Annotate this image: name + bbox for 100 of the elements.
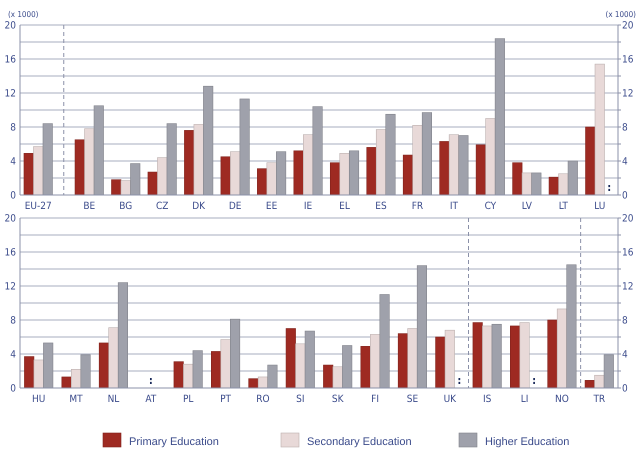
y-tick-label: 8 <box>10 316 16 326</box>
bar <box>370 334 380 388</box>
x-tick-label: CZ <box>156 201 168 212</box>
x-tick-label: RO <box>256 394 270 405</box>
y2-tick-label: 0 <box>622 384 628 394</box>
x-tick-label: SE <box>406 394 418 405</box>
bar <box>482 326 492 388</box>
x-tick-label: DE <box>228 201 242 212</box>
bar <box>71 369 82 388</box>
bar <box>267 364 278 388</box>
bar <box>439 141 450 196</box>
y2-tick-label: 4 <box>622 350 628 360</box>
bar <box>348 150 360 196</box>
x-tick-label: MT <box>69 394 84 405</box>
bar <box>558 173 568 196</box>
bar <box>422 112 432 196</box>
bar <box>472 322 483 388</box>
x-tick-label: EU-27 <box>24 201 52 212</box>
y2-tick-label: 8 <box>622 122 628 134</box>
x-tick-label: HU <box>32 394 46 405</box>
x-tick-label: TR <box>592 394 606 405</box>
y-tick-label: 0 <box>10 384 16 394</box>
bar <box>520 322 530 388</box>
x-tick-label: PT <box>220 394 232 405</box>
x-tick-label: LV <box>522 201 533 212</box>
annotation: : <box>607 181 612 194</box>
bar <box>108 327 118 388</box>
x-tick-label: LT <box>558 201 568 212</box>
bar <box>34 360 44 388</box>
bar <box>330 162 340 196</box>
bar <box>192 350 203 388</box>
y-tick-label: 4 <box>10 156 16 168</box>
legend-label: Secondary Education <box>307 436 412 448</box>
bar <box>604 354 614 388</box>
bar <box>444 330 455 388</box>
bar <box>294 150 304 196</box>
x-tick-label: EE <box>266 201 278 212</box>
bar <box>157 157 168 196</box>
bar <box>531 172 542 196</box>
bar <box>220 339 231 388</box>
bar <box>510 326 520 388</box>
y2-tick-label: 12 <box>622 282 634 292</box>
y2-tick-label: 12 <box>622 88 634 100</box>
bar <box>276 151 286 196</box>
y-tick-label: 16 <box>4 54 16 66</box>
x-tick-label: BE <box>83 201 96 212</box>
y2-tick-label: 4 <box>622 156 628 168</box>
bar <box>568 160 578 196</box>
bar <box>220 156 231 196</box>
bar <box>547 320 558 388</box>
bar <box>240 98 250 196</box>
legend-label: Primary Education <box>129 436 219 448</box>
y-tick-label: 12 <box>4 88 16 100</box>
bar <box>74 139 85 196</box>
y-tick-label: 4 <box>10 350 16 360</box>
x-tick-label: FI <box>371 394 379 405</box>
bar <box>448 134 459 196</box>
bar <box>585 126 596 196</box>
bar <box>556 308 567 388</box>
bar <box>230 151 240 196</box>
bar <box>148 172 158 196</box>
bar <box>342 345 352 388</box>
bar <box>339 153 350 196</box>
x-tick-label: PL <box>182 394 194 405</box>
bar <box>512 162 522 196</box>
y2-tick-label: 20 <box>622 20 634 32</box>
bar <box>492 324 502 388</box>
bar <box>376 129 386 196</box>
legend-label: Higher Education <box>485 436 570 448</box>
y-tick-label: 16 <box>4 248 16 258</box>
bar <box>566 264 576 388</box>
y-tick-label: 12 <box>4 282 16 292</box>
x-tick-label: IT <box>450 201 458 212</box>
bar <box>194 124 204 196</box>
bar <box>84 128 94 196</box>
x-tick-label: LI <box>520 394 528 405</box>
x-tick-label: NO <box>555 394 569 405</box>
x-tick-label: EL <box>339 201 350 212</box>
y-tick-label: 8 <box>10 122 16 134</box>
x-tick-label: SI <box>296 394 304 405</box>
bar <box>458 135 468 196</box>
y-tick-label: 20 <box>4 20 16 32</box>
bar <box>435 336 446 388</box>
x-tick-label: FR <box>412 201 424 212</box>
bar <box>304 330 315 388</box>
bar <box>286 328 296 388</box>
bar <box>594 64 605 196</box>
bar <box>476 144 486 196</box>
annotation: : <box>457 374 462 387</box>
bar <box>94 105 104 196</box>
bar <box>407 328 418 388</box>
bar <box>366 147 377 196</box>
x-tick-label: IE <box>304 201 313 212</box>
y2-axis-title: (x 1000) <box>606 10 636 19</box>
bar <box>211 351 222 388</box>
y-tick-label: 0 <box>10 190 16 202</box>
y-axis-title: (x 1000) <box>8 10 39 19</box>
bar <box>183 364 194 388</box>
x-tick-label: DK <box>192 201 206 212</box>
bar <box>323 364 334 388</box>
